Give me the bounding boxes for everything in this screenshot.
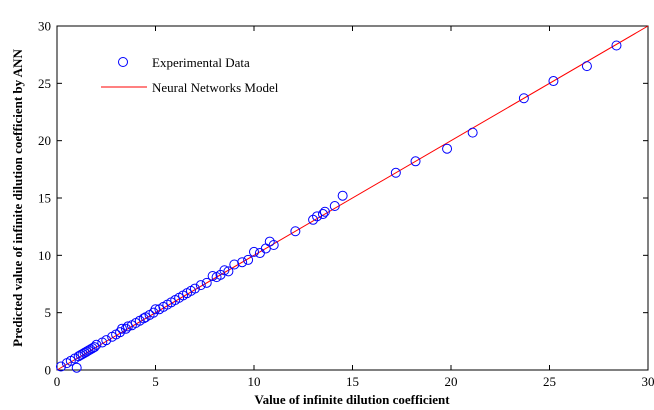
data-point [337,190,348,201]
x-tick-label: 30 [642,374,654,389]
data-point [71,362,82,373]
data-point [467,127,478,138]
y-tick-label: 20 [38,133,51,148]
data-point [548,76,559,87]
experimental-data-points [55,40,622,373]
data-point [581,61,592,72]
data-point [611,40,622,51]
data-point [138,313,149,324]
data-point [201,277,212,288]
y-axis-label: Predicted value of infinite dilution coe… [10,49,25,347]
data-point [243,254,254,265]
data-point [117,323,128,334]
data-point [442,143,453,154]
y-tick-label: 25 [38,76,51,91]
y-tick-label: 15 [38,191,51,206]
x-axis-ticks: 0 5 10 15 20 25 30 [54,26,654,389]
data-point [219,265,230,276]
data-point [249,246,259,257]
x-tick-label: 0 [54,374,61,389]
data-point [229,259,240,270]
data-point [329,201,340,212]
x-tick-label: 5 [152,374,159,389]
data-point [207,270,218,281]
data-point [290,226,301,237]
data-point [91,339,102,350]
data-point [312,211,323,222]
data-point [319,206,330,217]
data-point [223,266,234,277]
data-point [101,335,112,346]
x-tick-label: 25 [543,374,556,389]
data-point [195,280,206,291]
y-axis-ticks: 0 5 10 15 20 25 30 [38,19,648,378]
data-point [189,283,200,294]
x-tick-label: 15 [346,374,359,389]
legend-marker-experimental-data [118,57,128,67]
data-point [268,240,279,251]
data-point [410,156,421,167]
y-tick-label: 30 [38,19,51,34]
x-tick-label: 10 [248,374,261,389]
legend-label-experimental-data: Experimental Data [152,55,250,70]
data-point [237,257,248,268]
y-tick-label: 5 [45,305,52,320]
legend-label-neural-networks-model: Neural Networks Model [152,80,279,95]
x-axis-label: Value of infinite dilution coefficient [254,392,450,407]
data-point [55,361,66,372]
data-point [518,93,529,104]
data-point [89,342,100,353]
x-tick-label: 20 [445,374,458,389]
legend: Experimental Data Neural Networks Model [101,55,279,95]
data-point [317,209,328,220]
data-point [120,323,131,334]
data-point [150,304,161,315]
data-point [390,167,401,178]
y-tick-label: 0 [45,363,52,378]
y-tick-label: 10 [38,248,51,263]
